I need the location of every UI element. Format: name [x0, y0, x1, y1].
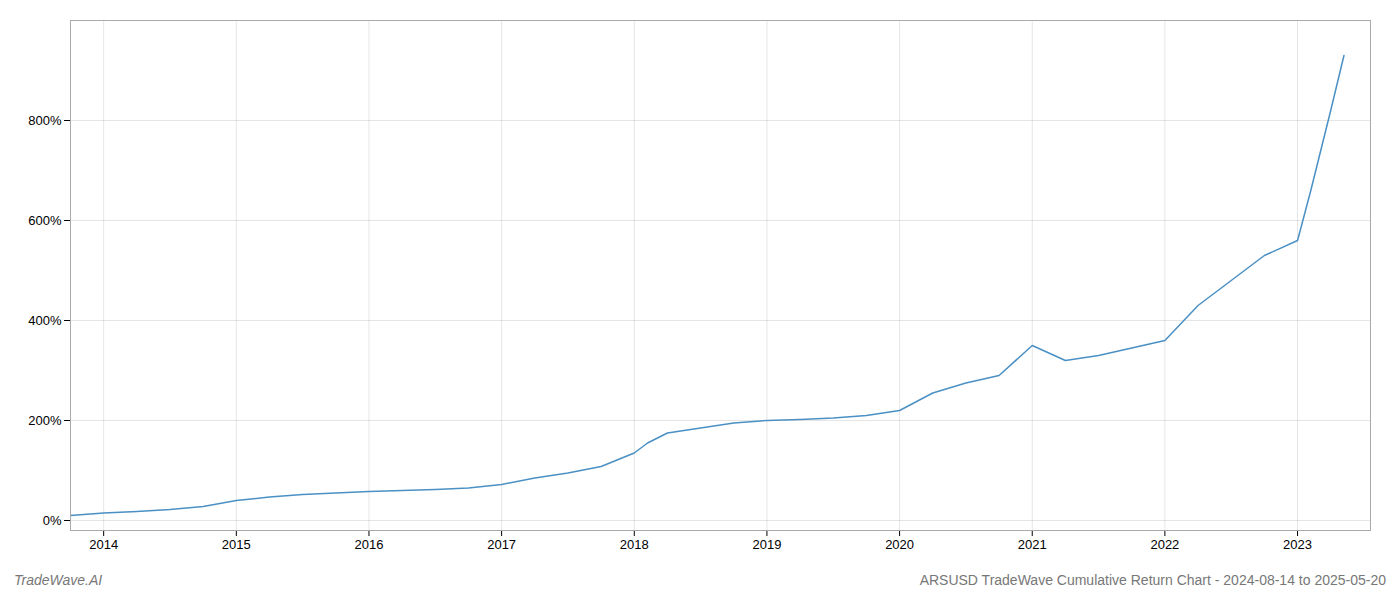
svg-text:600%: 600% — [28, 213, 62, 228]
svg-text:2016: 2016 — [355, 537, 384, 552]
svg-text:2022: 2022 — [1150, 537, 1179, 552]
svg-text:2020: 2020 — [885, 537, 914, 552]
svg-text:2017: 2017 — [487, 537, 516, 552]
svg-text:2015: 2015 — [222, 537, 251, 552]
svg-text:2019: 2019 — [752, 537, 781, 552]
svg-text:0%: 0% — [43, 513, 62, 528]
html-text:TradeWave.AI: TradeWave.AI — [14, 572, 103, 588]
svg-text:2023: 2023 — [1283, 537, 1312, 552]
svg-text:400%: 400% — [28, 313, 62, 328]
svg-text:2018: 2018 — [620, 537, 649, 552]
html-text:ARSUSD TradeWave Cumulative Re: ARSUSD TradeWave Cumulative Return Chart… — [919, 572, 1386, 588]
svg-text:200%: 200% — [28, 413, 62, 428]
svg-text:2021: 2021 — [1018, 537, 1047, 552]
svg-text:800%: 800% — [28, 113, 62, 128]
svg-text:2014: 2014 — [89, 537, 118, 552]
